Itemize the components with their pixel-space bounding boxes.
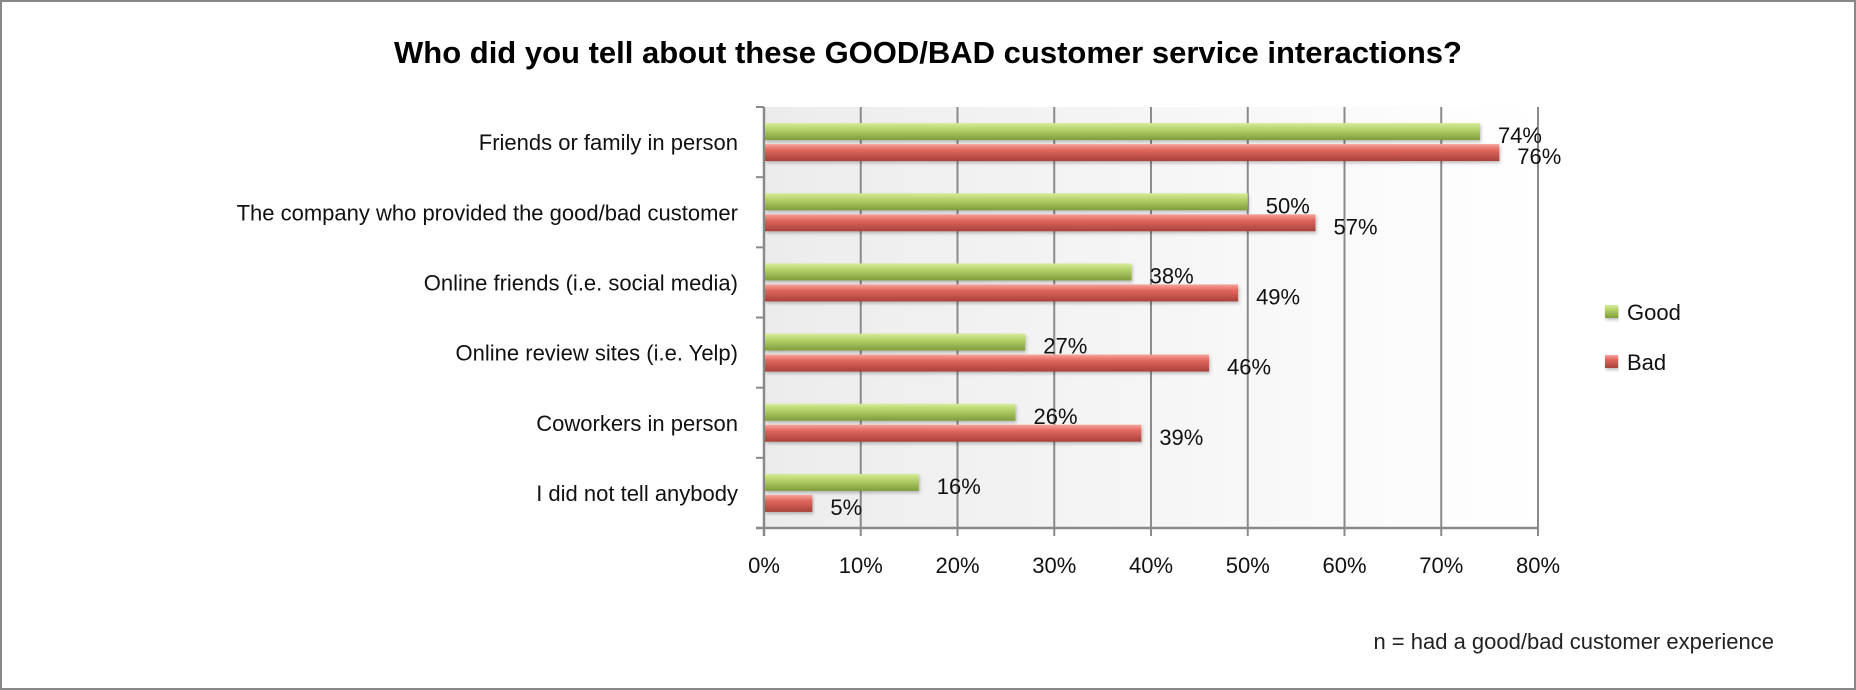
data-label-bad: 57%: [1333, 214, 1377, 239]
x-tick-label: 30%: [1032, 553, 1076, 578]
legend-label-good: Good: [1627, 300, 1681, 325]
x-tick-label: 0%: [748, 553, 780, 578]
bar-good: [765, 333, 1026, 351]
legend-item-good[interactable]: Good: [1605, 300, 1681, 325]
bar-good: [765, 403, 1016, 421]
data-label-good: 50%: [1266, 193, 1310, 218]
x-tick-label: 10%: [839, 553, 883, 578]
data-label-good: 27%: [1043, 334, 1087, 359]
category-label: Friends or family in person: [479, 130, 738, 155]
bar-good: [765, 193, 1248, 211]
data-label-bad: 76%: [1517, 144, 1561, 169]
legend-item-bad[interactable]: Bad: [1605, 350, 1666, 375]
x-tick-label: 80%: [1516, 553, 1560, 578]
data-label-bad: 39%: [1159, 425, 1203, 450]
bar-bad: [765, 144, 1500, 162]
data-label-good: 74%: [1498, 123, 1542, 148]
x-tick-label: 50%: [1226, 553, 1270, 578]
data-label-good: 38%: [1150, 263, 1194, 288]
category-label: The company who provided the good/bad cu…: [237, 200, 738, 225]
footnote: n = had a good/bad customer experience: [1373, 629, 1774, 654]
bar-bad: [765, 214, 1316, 232]
bar-bad: [765, 494, 813, 512]
x-tick-label: 40%: [1129, 553, 1173, 578]
x-tick-label: 20%: [935, 553, 979, 578]
legend-label-bad: Bad: [1627, 350, 1666, 375]
bar-good: [765, 123, 1480, 141]
legend: Good Bad: [1605, 300, 1681, 375]
legend-swatch-bad: [1605, 355, 1618, 368]
bar-good: [765, 263, 1132, 281]
bar-bad: [765, 284, 1239, 302]
bar-bad: [765, 424, 1142, 442]
chart-title: Who did you tell about these GOOD/BAD cu…: [394, 35, 1462, 70]
data-label-bad: 5%: [830, 495, 862, 520]
data-label-good: 16%: [937, 474, 981, 499]
category-label: Coworkers in person: [536, 411, 738, 436]
category-label: Online review sites (i.e. Yelp): [456, 341, 738, 366]
data-label-bad: 46%: [1227, 355, 1271, 380]
category-label: I did not tell anybody: [536, 481, 738, 506]
category-label: Online friends (i.e. social media): [424, 270, 738, 295]
data-label-good: 26%: [1034, 404, 1078, 429]
x-tick-label: 70%: [1419, 553, 1463, 578]
legend-swatch-good: [1605, 305, 1618, 318]
data-label-bad: 49%: [1256, 284, 1300, 309]
bar-good: [765, 473, 919, 491]
x-tick-label: 60%: [1322, 553, 1366, 578]
bar-bad: [765, 354, 1210, 372]
